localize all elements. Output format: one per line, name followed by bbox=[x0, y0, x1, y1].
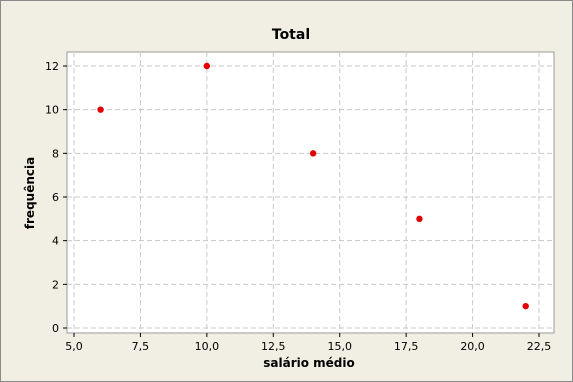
data-point bbox=[522, 302, 529, 310]
y-tick-label: 4 bbox=[52, 235, 59, 248]
y-tick-label: 12 bbox=[45, 60, 59, 73]
data-point bbox=[309, 150, 317, 157]
data-points bbox=[97, 62, 529, 310]
y-tick-label: 8 bbox=[52, 147, 59, 160]
y-tick-label: 0 bbox=[52, 322, 59, 335]
data-point bbox=[97, 106, 104, 113]
x-tick-label: 12,5 bbox=[261, 340, 286, 353]
chart-title: Total bbox=[272, 27, 310, 43]
data-point bbox=[416, 215, 423, 223]
x-tick-label: 10,0 bbox=[195, 340, 220, 353]
tick-labels: 5,0 7,5 10,0 12,5 15,0 17,5 20,0 22,5 0 2 4 6 8 10 12 bbox=[45, 60, 551, 353]
x-tick-label: 17,5 bbox=[394, 340, 419, 353]
axes bbox=[63, 65, 540, 337]
y-tick-label: 6 bbox=[52, 191, 59, 204]
x-tick-label: 15,0 bbox=[327, 340, 352, 353]
x-axis-label: salário médio bbox=[263, 356, 355, 370]
x-tick-label: 5,0 bbox=[65, 340, 83, 353]
data-point bbox=[203, 62, 211, 70]
x-tick-label: 7,5 bbox=[132, 340, 150, 353]
y-tick-label: 2 bbox=[52, 278, 59, 291]
y-axis-label: frequência bbox=[23, 157, 37, 229]
x-tick-label: 20,0 bbox=[460, 340, 485, 353]
x-tick-label: 22,5 bbox=[527, 340, 552, 353]
grid-lines bbox=[67, 52, 554, 333]
y-tick-label: 10 bbox=[45, 104, 59, 117]
